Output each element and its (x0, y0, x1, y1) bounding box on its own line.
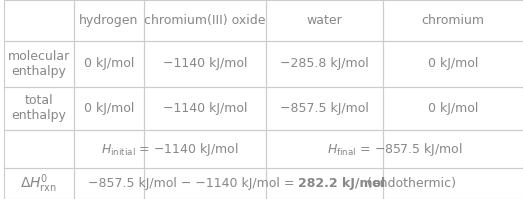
Bar (144, 168, 266, 199)
Text: −857.5 kJ/mol − −1140 kJ/mol =: −857.5 kJ/mol − −1140 kJ/mol = (88, 177, 299, 190)
Bar (4, 41, 74, 87)
Text: −1140 kJ/mol: −1140 kJ/mol (163, 57, 247, 70)
Bar (383, 168, 523, 199)
Text: total
enthalpy: total enthalpy (12, 95, 66, 122)
Text: chromium(III) oxide: chromium(III) oxide (144, 14, 266, 27)
Text: $H_{\mathrm{initial}}$ = −1140 kJ/mol: $H_{\mathrm{initial}}$ = −1140 kJ/mol (101, 141, 239, 158)
Text: −1140 kJ/mol: −1140 kJ/mol (163, 102, 247, 115)
Bar (383, 0, 523, 41)
Text: 0 kJ/mol: 0 kJ/mol (428, 57, 478, 70)
Text: 0 kJ/mol: 0 kJ/mol (84, 102, 134, 115)
Bar (74, 0, 144, 41)
Text: $H_{\mathrm{final}}$ = −857.5 kJ/mol: $H_{\mathrm{final}}$ = −857.5 kJ/mol (327, 141, 462, 158)
Text: chromium: chromium (422, 14, 484, 27)
Text: hydrogen: hydrogen (79, 14, 139, 27)
Bar (266, 87, 383, 130)
Bar (266, 0, 383, 41)
Bar (74, 168, 144, 199)
Bar (4, 87, 74, 130)
Bar (144, 130, 266, 168)
Bar (4, 0, 74, 41)
Bar (383, 87, 523, 130)
Bar (383, 41, 523, 87)
Text: water: water (306, 14, 342, 27)
Text: (endothermic): (endothermic) (363, 177, 457, 190)
Bar (74, 41, 144, 87)
Bar (383, 130, 523, 168)
Text: molecular
enthalpy: molecular enthalpy (8, 50, 70, 78)
Bar (74, 130, 144, 168)
Bar (4, 130, 74, 168)
Bar (144, 41, 266, 87)
Bar (266, 168, 383, 199)
Text: 0 kJ/mol: 0 kJ/mol (84, 57, 134, 70)
Bar (144, 87, 266, 130)
Text: −857.5 kJ/mol: −857.5 kJ/mol (280, 102, 369, 115)
Text: $\Delta H^0_{\mathrm{rxn}}$: $\Delta H^0_{\mathrm{rxn}}$ (20, 172, 58, 195)
Bar (74, 87, 144, 130)
Bar (144, 0, 266, 41)
Text: 0 kJ/mol: 0 kJ/mol (428, 102, 478, 115)
Text: −285.8 kJ/mol: −285.8 kJ/mol (280, 57, 369, 70)
Text: 282.2 kJ/mol: 282.2 kJ/mol (299, 177, 385, 190)
Bar (266, 130, 383, 168)
Bar (266, 41, 383, 87)
Bar (4, 168, 74, 199)
